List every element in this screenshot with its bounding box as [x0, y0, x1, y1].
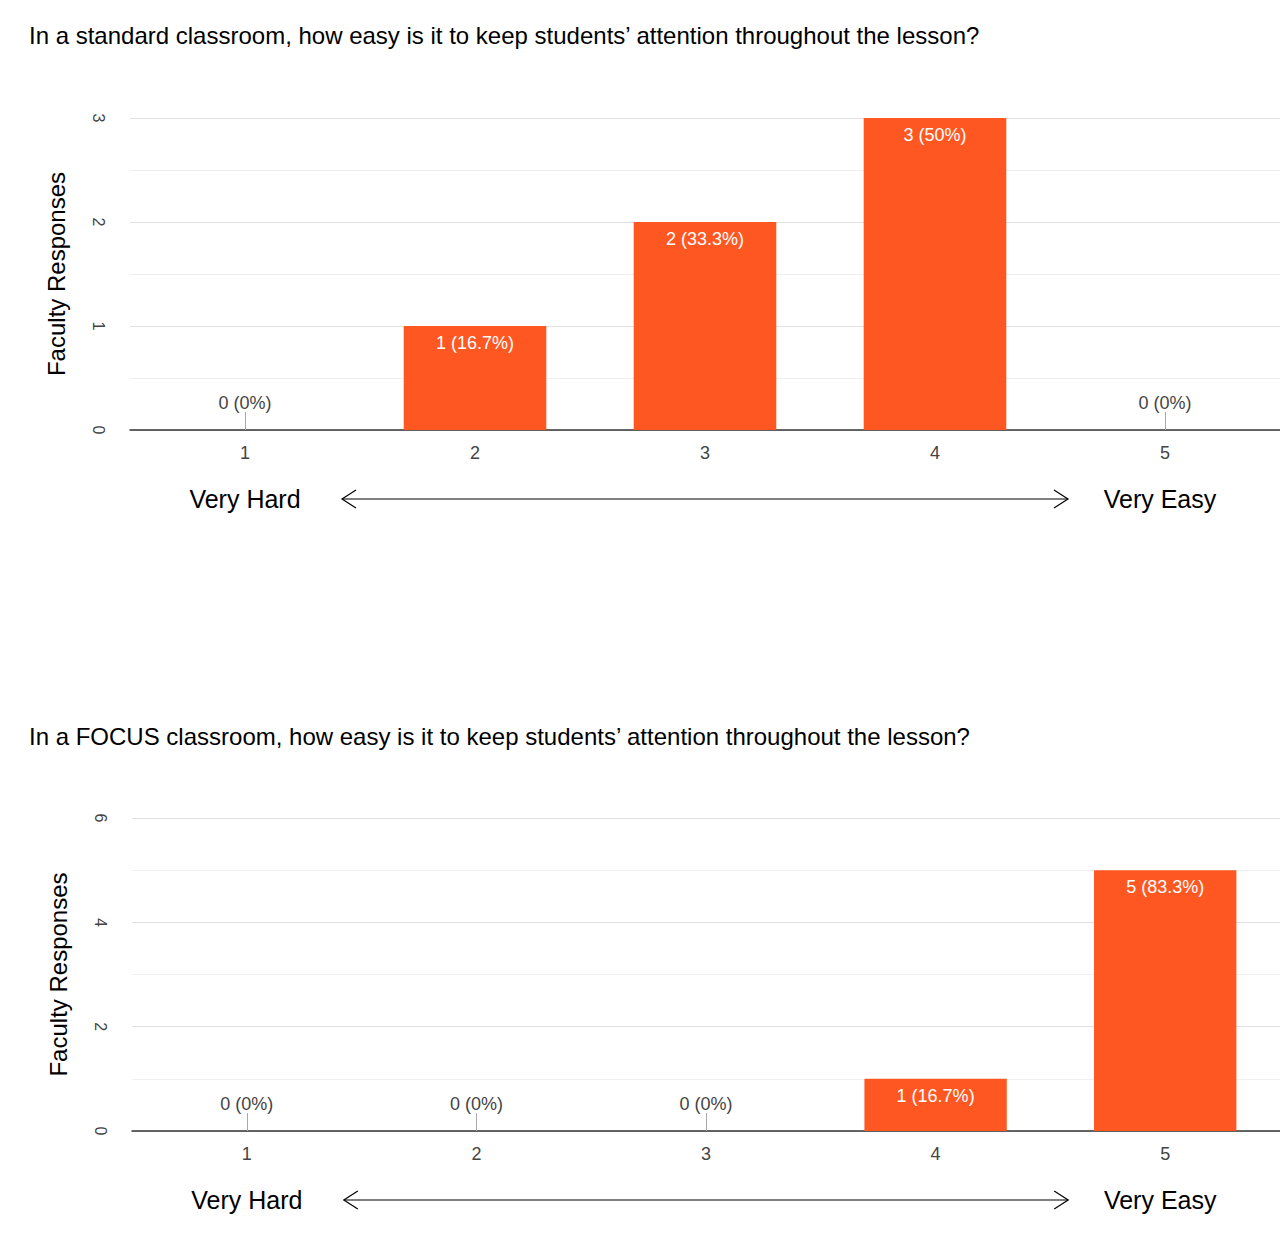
svg-text:1 (16.7%): 1 (16.7%)	[436, 333, 514, 353]
svg-text:1: 1	[240, 443, 250, 463]
svg-text:2: 2	[92, 1022, 109, 1031]
svg-text:Very Hard: Very Hard	[191, 1186, 302, 1214]
svg-text:Very Easy: Very Easy	[1104, 1186, 1217, 1214]
svg-text:3: 3	[700, 443, 710, 463]
svg-text:In a FOCUS classroom, how easy: In a FOCUS classroom, how easy is it to …	[29, 723, 970, 750]
svg-text:0: 0	[90, 426, 107, 435]
svg-text:Very Easy: Very Easy	[1104, 485, 1217, 513]
svg-text:0 (0%): 0 (0%)	[220, 1094, 273, 1114]
svg-text:3 (50%): 3 (50%)	[903, 125, 966, 145]
svg-text:4: 4	[930, 443, 940, 463]
svg-text:Faculty Responses: Faculty Responses	[43, 172, 70, 376]
svg-text:0 (0%): 0 (0%)	[1138, 393, 1191, 413]
svg-text:3: 3	[90, 114, 107, 123]
svg-text:4: 4	[931, 1144, 941, 1164]
svg-text:0 (0%): 0 (0%)	[450, 1094, 503, 1114]
svg-text:Very Hard: Very Hard	[189, 485, 300, 513]
svg-text:0 (0%): 0 (0%)	[679, 1094, 732, 1114]
svg-text:5 (83.3%): 5 (83.3%)	[1126, 877, 1204, 897]
svg-text:Faculty Responses: Faculty Responses	[45, 872, 72, 1076]
svg-text:6: 6	[92, 814, 109, 823]
svg-text:In a standard classroom, how e: In a standard classroom, how easy is it …	[29, 22, 979, 49]
svg-text:1: 1	[90, 322, 107, 331]
svg-text:0: 0	[92, 1127, 109, 1136]
svg-text:2: 2	[90, 218, 107, 227]
svg-text:2 (33.3%): 2 (33.3%)	[666, 229, 744, 249]
svg-text:2: 2	[470, 443, 480, 463]
svg-text:3: 3	[701, 1144, 711, 1164]
svg-text:0 (0%): 0 (0%)	[218, 393, 271, 413]
svg-text:4: 4	[92, 918, 109, 927]
svg-text:5: 5	[1160, 1144, 1170, 1164]
svg-text:1 (16.7%): 1 (16.7%)	[897, 1086, 975, 1106]
svg-text:2: 2	[471, 1144, 481, 1164]
svg-text:1: 1	[242, 1144, 252, 1164]
svg-text:5: 5	[1160, 443, 1170, 463]
